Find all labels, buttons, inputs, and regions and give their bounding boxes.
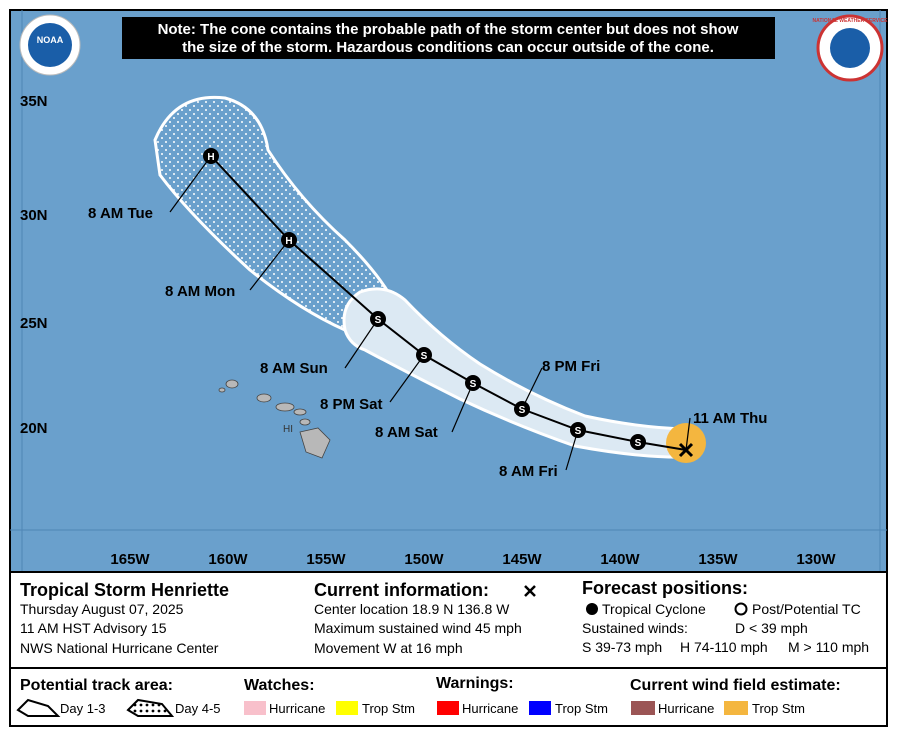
lon-label: 130W — [796, 551, 836, 568]
forecast-marker — [570, 422, 586, 438]
storm-line: Thursday August 07, 2025 — [20, 601, 184, 617]
forecast-line: D < 39 mph — [735, 620, 808, 636]
storm-name: Tropical Storm Henriette — [20, 580, 229, 600]
legend-title: Watches: — [244, 677, 315, 694]
marker-symbol: S — [470, 379, 477, 390]
lat-label: 35N — [20, 93, 48, 110]
time-label: 8 AM Mon — [165, 283, 235, 300]
time-label: 8 AM Fri — [499, 463, 558, 480]
time-label: 8 PM Fri — [542, 358, 600, 375]
graticule — [10, 10, 887, 572]
forecast-line: Post/Potential TC — [752, 601, 861, 617]
tc-icon — [586, 603, 598, 615]
swatch — [724, 701, 748, 715]
legend-item: Trop Stm — [752, 701, 805, 716]
marker-symbol: S — [421, 351, 428, 362]
legend-title: Potential track area: — [20, 677, 173, 694]
marker-symbol: H — [207, 152, 214, 163]
noaa-text: NOAA — [37, 35, 64, 45]
time-label: 11 AM Thu — [693, 410, 767, 427]
wind-field-trop-stm — [666, 423, 706, 463]
current-line: Maximum sustained wind 45 mph — [314, 620, 522, 636]
forecast-marker — [370, 311, 386, 327]
lon-label: 160W — [208, 551, 248, 568]
ptc-icon — [734, 602, 748, 616]
current-position — [678, 442, 694, 458]
storm-line: NWS National Hurricane Center — [20, 640, 219, 656]
forecast-line: H 74-110 mph — [680, 639, 768, 655]
lon-labels: 165W 160W 155W 150W 145W 140W 135W 130W — [110, 551, 836, 568]
legend-title: Warnings: — [436, 675, 514, 692]
noaa-logo-inner — [28, 23, 72, 67]
note: Note: The cone contains the probable pat… — [158, 21, 739, 38]
time-label: 8 AM Tue — [88, 205, 153, 222]
lon-label: 165W — [110, 551, 150, 568]
lon-label: 155W — [306, 551, 346, 568]
legend-item: Trop Stm — [362, 701, 415, 716]
forecast-marker — [203, 148, 219, 164]
cone-day-1-3 — [342, 287, 702, 459]
legend-item: Day 1-3 — [60, 701, 106, 716]
nws-text: NATIONAL WEATHER SERVICE — [813, 18, 889, 24]
time-label: 8 AM Sun — [260, 360, 328, 377]
marker-symbol: H — [285, 236, 292, 247]
time-label: 8 PM Sat — [320, 396, 383, 413]
storm-line: 11 AM HST Advisory 15 — [20, 620, 167, 636]
map-ocean — [9, 9, 888, 573]
swatch — [336, 701, 358, 715]
forecast-line: M > 110 mph — [788, 639, 869, 655]
day45-icon — [126, 698, 175, 717]
marker-symbol: S — [519, 405, 526, 416]
legend-item: Day 4-5 — [175, 701, 221, 716]
forecast-marker — [465, 375, 481, 391]
legend-item: Hurricane — [462, 701, 518, 716]
lat-label: 20N — [20, 420, 48, 437]
hawaii-islands — [218, 379, 331, 459]
swatch — [529, 701, 551, 715]
swatch — [631, 701, 655, 715]
marker-symbol: S — [375, 315, 382, 326]
note-box — [122, 17, 775, 59]
info-panel — [9, 571, 888, 727]
legend-item: Hurricane — [658, 701, 714, 716]
forecast-marker — [281, 232, 297, 248]
forecast-marker — [514, 401, 530, 417]
nws-logo-inner — [830, 28, 870, 68]
lon-label: 150W — [404, 551, 444, 568]
legend-title: Current wind field estimate: — [630, 677, 841, 694]
label-leaders — [169, 155, 691, 471]
current-line: Movement W at 16 mph — [314, 640, 463, 656]
lon-label: 135W — [698, 551, 738, 568]
lon-label: 140W — [600, 551, 640, 568]
island-label: HI — [283, 424, 293, 435]
marker-symbol: S — [575, 426, 582, 437]
lat-label: 30N — [20, 207, 48, 224]
lon-label: 145W — [502, 551, 542, 568]
lat-label: 25N — [20, 315, 48, 332]
forecast-marker — [630, 434, 646, 450]
forecast-marker — [416, 347, 432, 363]
track-labels: 8 AM Tue 8 AM Mon 8 AM Sun 8 PM Sat 8 AM… — [88, 205, 767, 480]
swatch — [244, 701, 266, 715]
forecast-line: S 39-73 mph — [582, 639, 662, 655]
swatch — [437, 701, 459, 715]
lat-labels: 35N 30N 25N 20N — [20, 93, 48, 437]
marker-symbol: S — [635, 438, 642, 449]
note: the size of the storm. Hazardous conditi… — [182, 39, 714, 56]
forecast-line: Tropical Cyclone — [602, 601, 706, 617]
legend-item: Trop Stm — [555, 701, 608, 716]
current-line: Center location 18.9 N 136.8 W — [314, 601, 510, 617]
time-label: 8 AM Sat — [375, 424, 438, 441]
forecast-line: Sustained winds: — [582, 620, 688, 636]
current-title: Current information: — [314, 580, 489, 600]
day13-icon — [16, 698, 61, 717]
current-x-icon — [524, 585, 536, 597]
forecast-title: Forecast positions: — [582, 578, 748, 598]
legend-item: Hurricane — [269, 701, 325, 716]
